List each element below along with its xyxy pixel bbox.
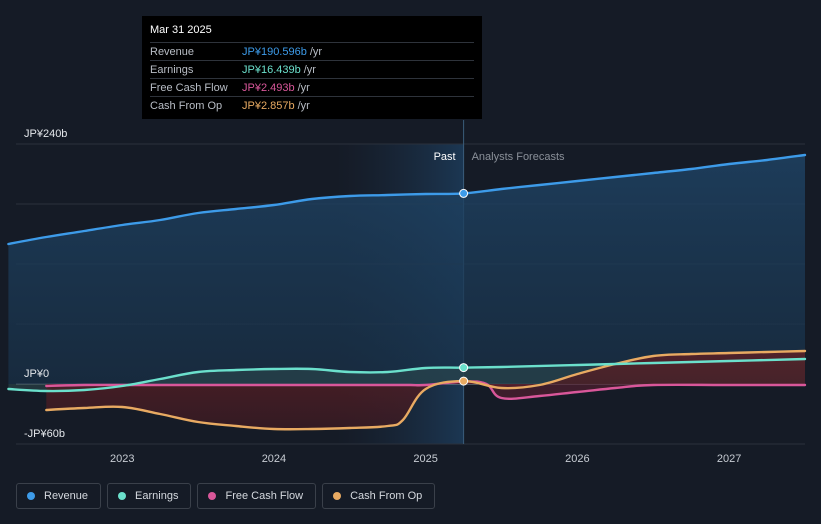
series-line-free-cash-flow xyxy=(45,380,807,400)
tooltip-label: Cash From Op xyxy=(150,100,223,112)
legend-label: Earnings xyxy=(135,490,179,502)
tooltip-row-earnings: Earnings JP¥16.439b /yr xyxy=(150,60,474,78)
legend-dot-icon xyxy=(333,492,342,500)
legend-label: Revenue xyxy=(44,490,89,502)
legend: Revenue Earnings Free Cash Flow Cash Fro… xyxy=(16,483,436,509)
y-tick-label: JP¥240b xyxy=(24,128,67,140)
legend-label: Free Cash Flow xyxy=(225,490,304,502)
series-line-earnings xyxy=(7,357,807,393)
tooltip-label: Free Cash Flow xyxy=(150,82,228,94)
tooltip-label: Earnings xyxy=(150,64,194,76)
forecast-label: Analysts Forecasts xyxy=(472,151,565,163)
tooltip-value: JP¥2.857b xyxy=(242,100,295,112)
tooltip-date: Mar 31 2025 xyxy=(150,24,212,36)
x-tick-label: 2023 xyxy=(110,453,134,465)
legend-label: Cash From Op xyxy=(350,490,423,502)
series-line-cash-from-op xyxy=(45,349,807,431)
tooltip-value: JP¥16.439b xyxy=(242,64,301,76)
tooltip-unit: /yr xyxy=(309,46,323,58)
legend-item-earnings[interactable]: Earnings xyxy=(107,483,192,509)
marker-cash-from-op xyxy=(459,376,469,386)
legend-dot-icon xyxy=(118,492,127,500)
tooltip-unit: /yr xyxy=(303,64,316,76)
y-tick-label: -JP¥60b xyxy=(24,428,65,440)
tooltip-value: JP¥2.493b xyxy=(242,82,295,94)
tooltip-unit: /yr xyxy=(297,82,310,94)
cash-from-op-area xyxy=(46,351,806,430)
series-line-revenue xyxy=(7,153,807,246)
legend-dot-icon xyxy=(208,492,217,500)
tooltip-label: Revenue xyxy=(150,46,195,58)
x-tick-label: 2024 xyxy=(262,453,286,465)
tooltip-row-free-cash-flow: Free Cash Flow JP¥2.493b /yr xyxy=(150,78,474,96)
legend-item-cash-from-op[interactable]: Cash From Op xyxy=(322,483,436,509)
marker-earnings xyxy=(459,363,469,373)
marker-revenue xyxy=(459,188,469,198)
legend-item-free-cash-flow[interactable]: Free Cash Flow xyxy=(197,483,317,509)
y-tick-label: JP¥0 xyxy=(24,368,49,380)
past-label: Past xyxy=(434,151,456,163)
tooltip-row-cash-from-op: Cash From Op JP¥2.857b /yr xyxy=(150,96,474,114)
free-cash-flow-area xyxy=(46,381,806,399)
x-tick-label: 2025 xyxy=(413,453,437,465)
x-tick-label: 2027 xyxy=(717,453,741,465)
tooltip: Mar 31 2025 Revenue JP¥190.596b /yr Earn… xyxy=(142,16,482,119)
legend-item-revenue[interactable]: Revenue xyxy=(16,483,102,509)
tooltip-unit: /yr xyxy=(297,100,310,112)
tooltip-value: JP¥190.596b xyxy=(242,46,307,58)
tooltip-row-revenue: Revenue JP¥190.596b /yr xyxy=(150,42,474,60)
x-tick-label: 2026 xyxy=(565,453,589,465)
legend-dot-icon xyxy=(27,492,35,500)
